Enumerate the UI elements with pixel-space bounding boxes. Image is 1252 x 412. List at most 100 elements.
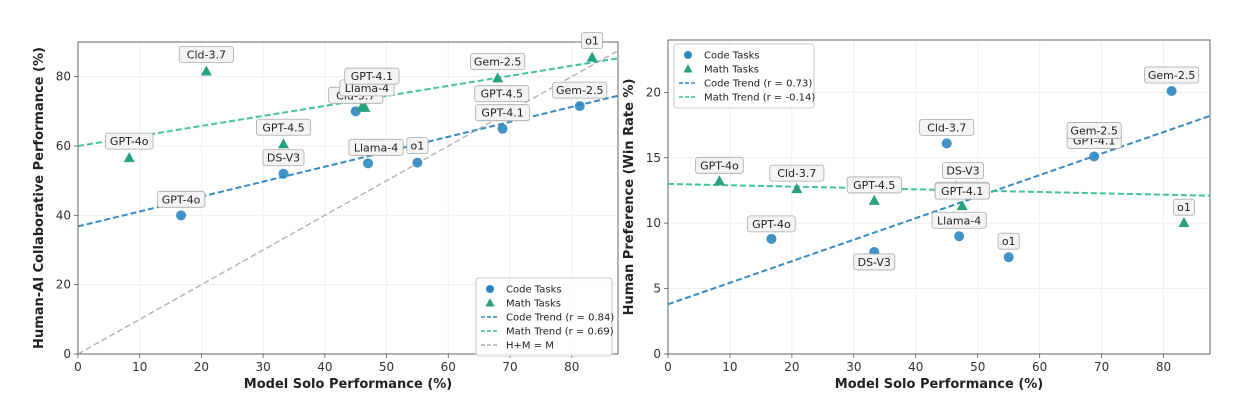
- point-label-text: Cld-3.7: [777, 167, 816, 180]
- legend-label: Code Trend (r = 0.73): [704, 79, 812, 90]
- trend-line-1: [668, 114, 1210, 306]
- point-label: o1: [406, 137, 429, 155]
- chart-panel-1: 0 10 20 30 40 50 60 70 80 0 20 40 60 80 Model Solo Per…: [32, 32, 619, 392]
- point-label-box: [1144, 66, 1200, 84]
- point-label: o1: [581, 32, 604, 49]
- code-point: [497, 123, 508, 134]
- point-label-text: o1: [1177, 201, 1191, 214]
- point-label: Cld-3.7: [919, 118, 975, 136]
- point-label-box: [931, 211, 987, 229]
- point-label-text: Gem-2.5: [474, 55, 521, 68]
- x-tick-label: 50: [970, 360, 985, 374]
- math-point: [123, 152, 135, 163]
- x-tick-label: 30: [846, 360, 861, 374]
- legend-label: Code Trend (r = 0.84): [506, 313, 614, 324]
- point-label-box: [256, 118, 312, 136]
- code-point: [941, 138, 952, 149]
- point-label-box: [747, 215, 796, 233]
- data-points: [123, 51, 598, 221]
- x-tick-label: 70: [1094, 360, 1109, 374]
- trend-lines: [668, 114, 1210, 306]
- point-label-text: o1: [585, 35, 599, 48]
- point-label-box: [470, 53, 526, 70]
- y-tick-label: 10: [646, 216, 661, 230]
- point-label: o1: [1172, 198, 1195, 216]
- point-label-text: GPT-4.1: [351, 70, 393, 83]
- legend-label: Code Tasks: [704, 51, 760, 62]
- point-label-box: [853, 253, 896, 271]
- x-tick-label: 60: [1032, 360, 1047, 374]
- math-point: [868, 194, 880, 205]
- legend: Code Tasks Math Tasks Code Trend (r = 0.73…: [673, 43, 815, 109]
- point-label-text: o1: [1002, 235, 1016, 248]
- point-label-box: [156, 190, 206, 208]
- point-label-box: [581, 32, 604, 49]
- point-label-text: Gem-2.5: [556, 84, 603, 97]
- x-tick-label: 20: [784, 360, 799, 374]
- math-point: [356, 101, 368, 112]
- point-label: o1: [997, 232, 1020, 250]
- y-tick-label: 15: [646, 151, 661, 165]
- x-axis-label: Model Solo Performance (%): [244, 377, 452, 392]
- legend-label: Math Trend (r = 0.69): [506, 327, 614, 338]
- point-label-box: [1066, 122, 1122, 139]
- point-label-text: Cld-3.7: [187, 48, 226, 61]
- point-label: GPT-4.5: [474, 85, 530, 103]
- legend-label: H+M = M: [506, 341, 554, 352]
- point-label: GPT-4o: [156, 190, 206, 208]
- point-label-text: GPT-4.1: [941, 185, 983, 198]
- point-label-text: GPT-4.5: [481, 88, 523, 101]
- y-tick-label: 20: [56, 278, 71, 292]
- point-label-text: Cld-3.7: [927, 121, 966, 134]
- legend-label: Math Tasks: [704, 65, 759, 76]
- point-label-box: [474, 85, 530, 103]
- point-label: Gem-2.5: [1144, 66, 1200, 84]
- point-label-text: DS-V3: [946, 165, 979, 178]
- y-axis-label: Human Preference (Win Rate %): [622, 79, 637, 316]
- point-label: DS-V3: [262, 149, 305, 167]
- code-point: [363, 158, 374, 169]
- point-label: GPT-4.1: [934, 182, 990, 200]
- point-label-box: [406, 137, 429, 155]
- point-label-text: Gem-2.5: [1070, 124, 1117, 137]
- math-point: [956, 200, 968, 211]
- point-label: DS-V3: [942, 162, 984, 179]
- point-label-text: GPT-4.5: [853, 179, 895, 192]
- math-point: [586, 51, 598, 62]
- legend-label: Math Trend (r = -0.14): [704, 93, 815, 104]
- math-point: [492, 72, 504, 83]
- y-tick-label: 0: [653, 347, 661, 361]
- point-label-box: [552, 81, 608, 99]
- point-label: GPT-4o: [747, 215, 796, 233]
- y-tick-label: 80: [56, 70, 71, 84]
- point-label-box: [262, 149, 305, 167]
- point-label-text: GPT-4o: [752, 218, 791, 231]
- point-label: Cld-3.7: [769, 164, 825, 182]
- point-label-box: [105, 132, 154, 150]
- point-label-box: [942, 162, 984, 179]
- point-label-box: [997, 232, 1020, 250]
- x-tick-label: 80: [564, 360, 579, 374]
- y-tick-label: 20: [646, 85, 661, 99]
- code-point: [1089, 151, 1100, 162]
- point-label-text: GPT-4.5: [262, 121, 304, 134]
- y-tick-label: 5: [653, 282, 661, 296]
- x-tick-label: 60: [441, 360, 456, 374]
- code-point: [176, 210, 187, 221]
- point-label-box: [348, 138, 404, 156]
- point-label-box: [769, 164, 825, 182]
- point-label: GPT-4.5: [846, 176, 902, 194]
- point-label: Gem-2.5: [1066, 122, 1122, 139]
- point-label: DS-V3: [853, 253, 896, 271]
- point-label: Gem-2.5: [552, 81, 608, 99]
- x-tick-label: 80: [1156, 360, 1171, 374]
- point-label-text: GPT-4o: [110, 135, 149, 148]
- point-label-box: [344, 67, 400, 85]
- point-label-text: Llama-4: [345, 82, 389, 95]
- point-label-text: GPT-4o: [162, 193, 201, 206]
- point-label: GPT-4o: [105, 132, 154, 150]
- legend: Code Tasks Math Tasks Code Trend (r = 0.84…: [475, 277, 614, 357]
- point-label-text: GPT-4o: [700, 159, 739, 172]
- code-point: [954, 231, 965, 242]
